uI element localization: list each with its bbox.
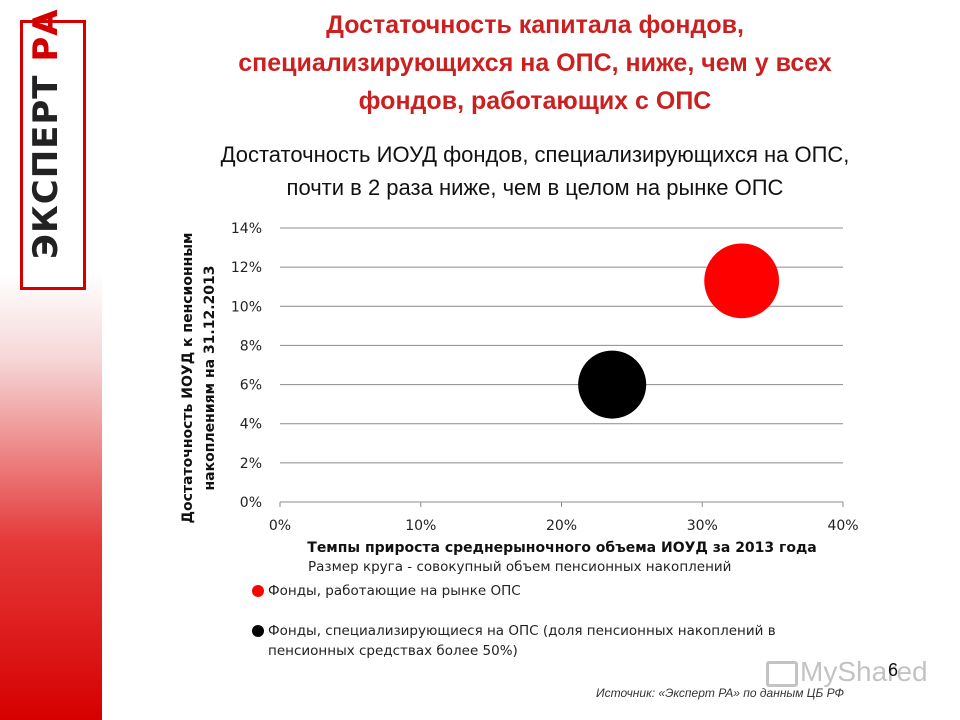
y-tick-label: 8% (240, 338, 262, 354)
y-tick-label: 0% (240, 495, 262, 511)
slide-title: Достаточность капитала фондов, специализ… (238, 11, 832, 115)
y-axis-label-line1: Достаточность ИОУД к пенсионным (180, 233, 196, 524)
x-axis-label: Темпы прироста среднерыночного объема ИО… (307, 540, 816, 556)
x-tick-label: 20% (546, 518, 577, 534)
y-tick-label: 2% (240, 456, 262, 472)
legend-item-all-funds: Фонды, работающие на рынке ОПС (252, 581, 521, 601)
slide-subtitle: Достаточность ИОУД фондов, специализирую… (220, 142, 850, 200)
page-number: 6 (888, 660, 899, 680)
y-tick-label: 10% (231, 299, 262, 315)
bubble-specialized-funds (578, 350, 647, 419)
expert-ra-logo: ЭКСПЕРТ РА (20, 8, 86, 290)
bubble-all-funds (704, 243, 780, 319)
watermark: MyShared (766, 656, 928, 688)
monitor-icon (766, 660, 798, 687)
legend-item-specialized-funds: Фонды, специализирующиеся на ОПС (доля п… (252, 621, 812, 661)
red-dot-icon (252, 585, 264, 597)
x-tick-label: 30% (687, 518, 718, 534)
x-tick-label: 10% (405, 518, 436, 534)
y-tick-label: 14% (231, 221, 262, 237)
y-axis-label-line2: накоплениям на 31.12.2013 (202, 265, 218, 490)
x-tick-label: 40% (827, 518, 858, 534)
legend-size-note: Размер круга - совокупный объем пенсионн… (308, 559, 732, 575)
y-tick-label: 4% (240, 417, 262, 433)
x-tick-label: 0% (269, 518, 291, 534)
y-tick-label: 12% (231, 260, 262, 276)
y-tick-label: 6% (240, 378, 262, 394)
source-note: Источник: «Эксперт РА» по данным ЦБ РФ (596, 686, 845, 700)
black-dot-icon (252, 625, 264, 637)
